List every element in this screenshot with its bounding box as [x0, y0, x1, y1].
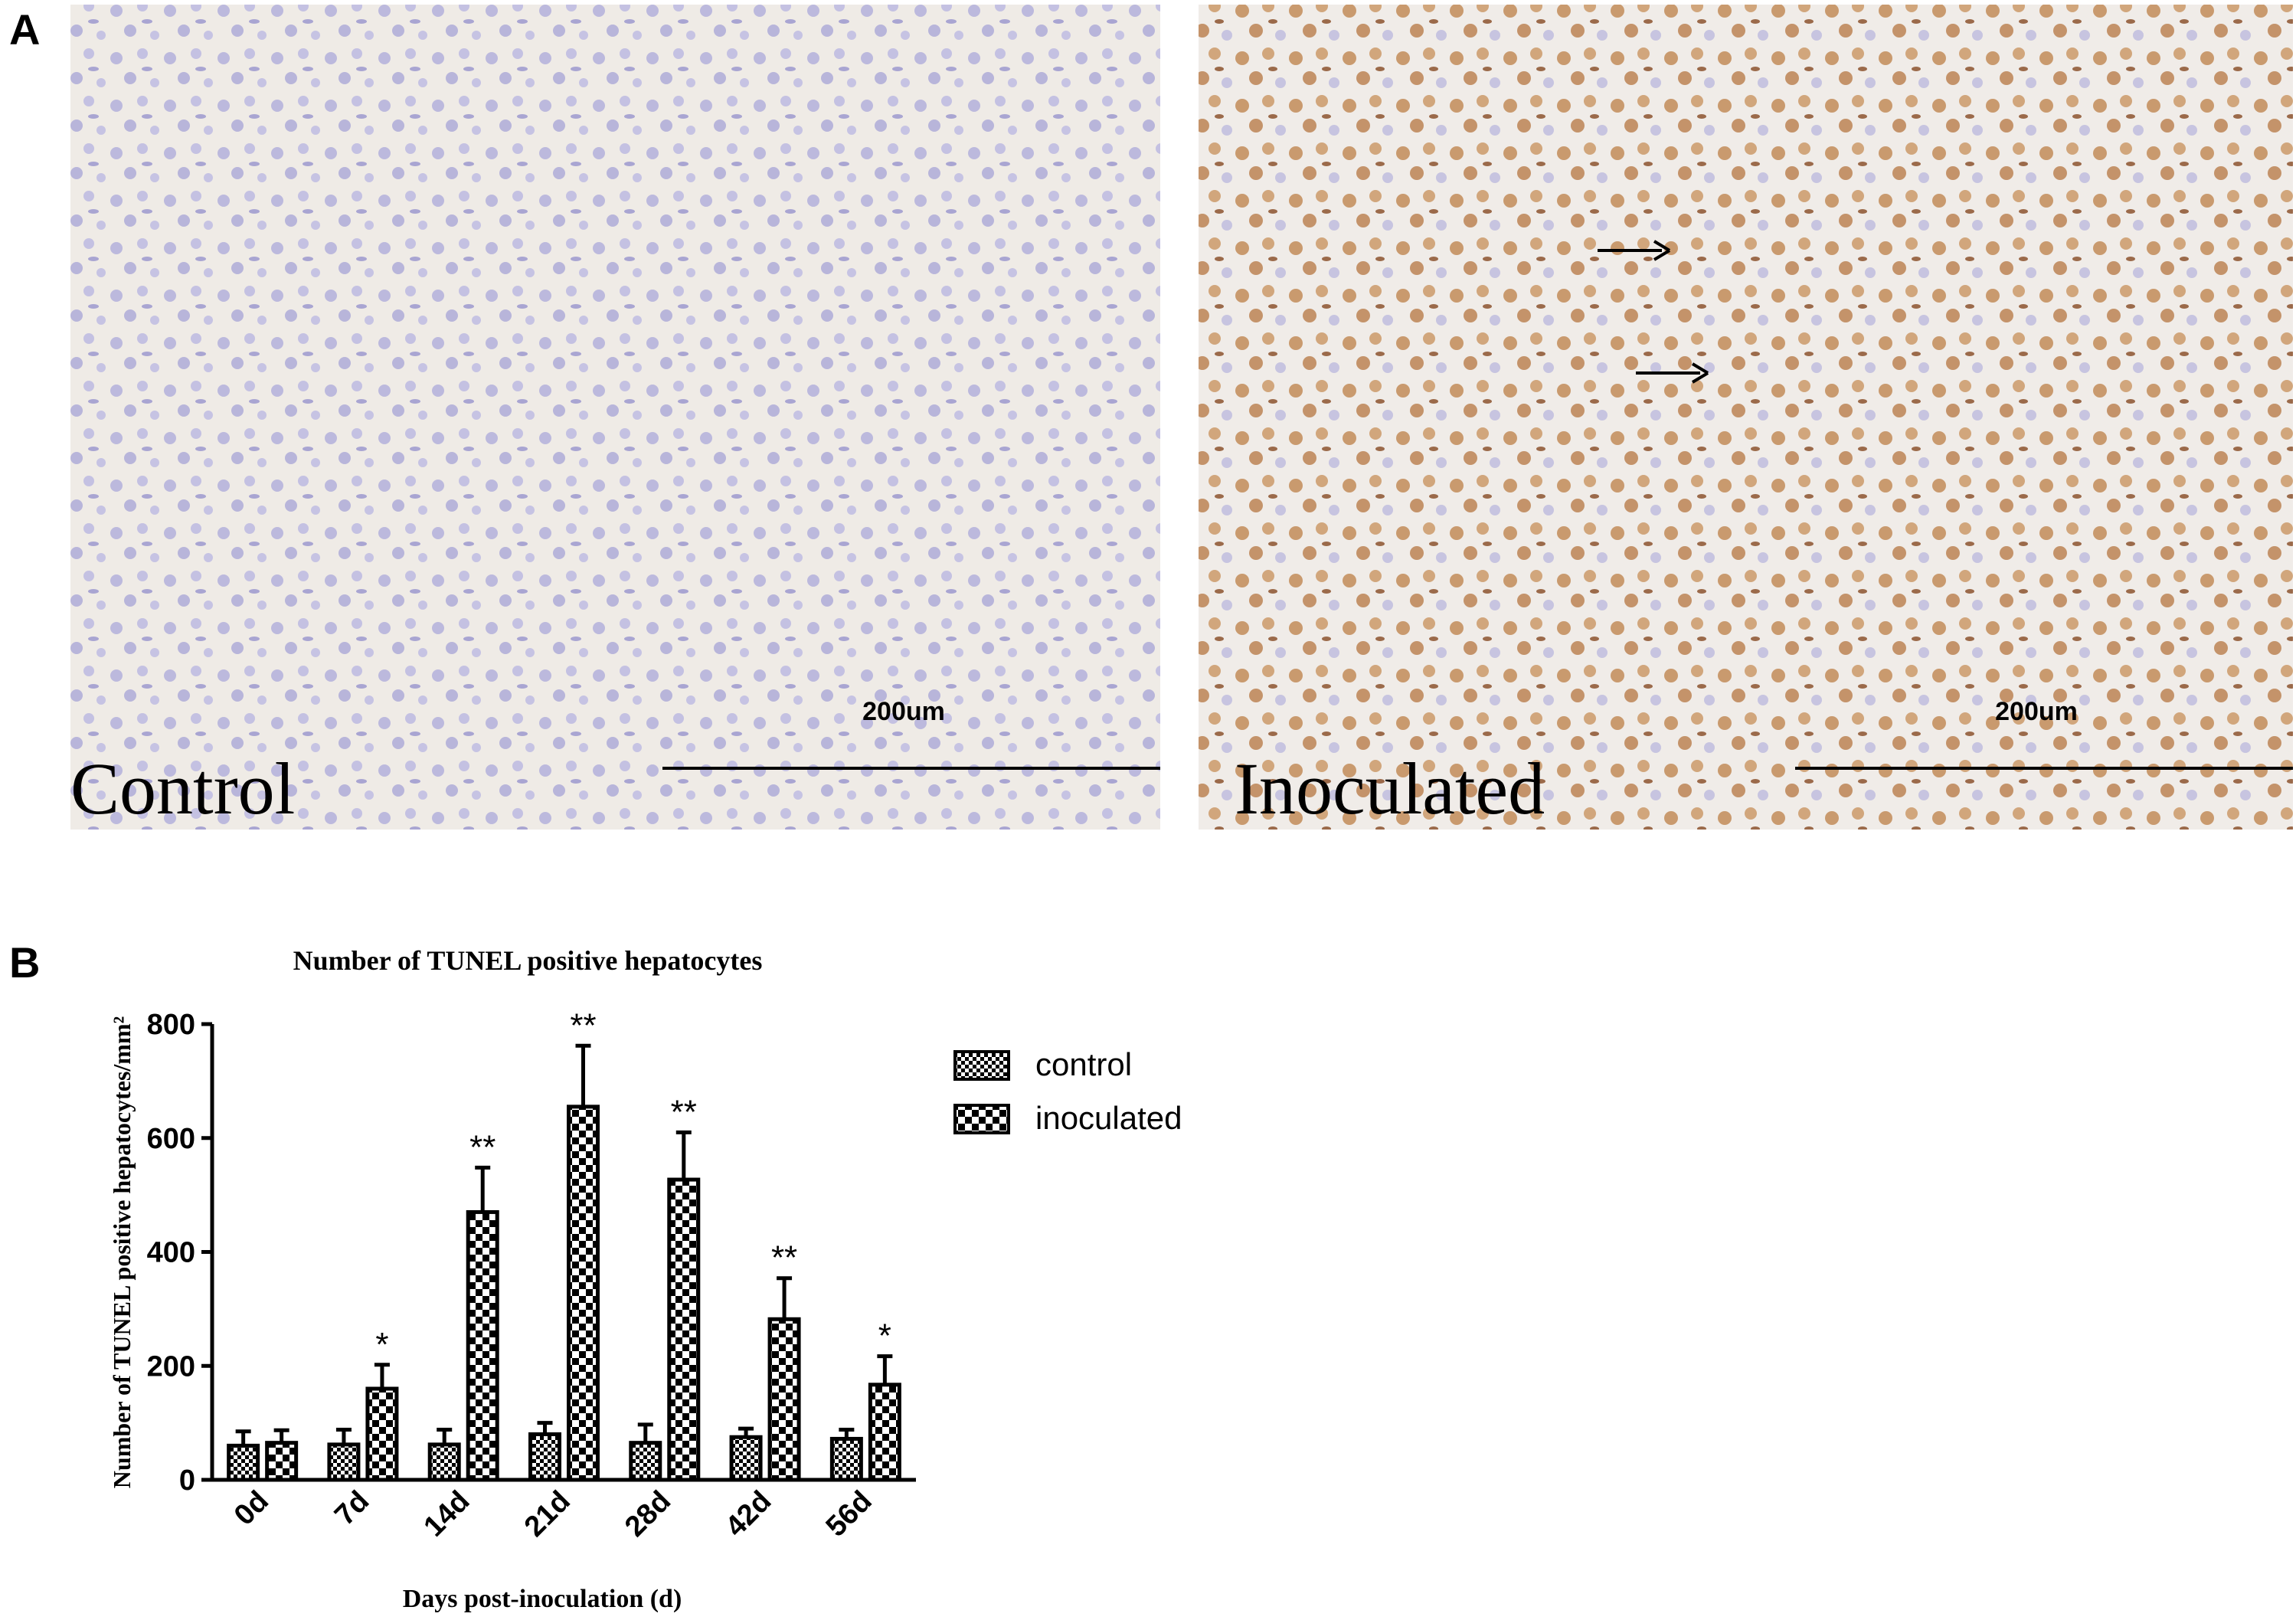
bar: [567, 1105, 600, 1482]
scale-label: 200um: [1995, 697, 2078, 726]
bar: [466, 1209, 499, 1482]
legend-label: control: [1035, 1046, 1132, 1082]
chart-title: Number of TUNEL positive hepatocytes: [293, 945, 763, 976]
significance-label: **: [570, 1006, 596, 1044]
x-tick-label: 7d: [329, 1485, 375, 1532]
arrows: [1598, 240, 1709, 384]
micrograph: [70, 5, 1160, 830]
x-tick-label: 21d: [518, 1485, 577, 1543]
bar: [227, 1443, 260, 1482]
legend-label: inoculated: [1035, 1100, 1182, 1136]
bar: [427, 1442, 461, 1482]
bar: [365, 1386, 399, 1482]
legend-swatch: [953, 1104, 1010, 1134]
x-tick-label: 14d: [418, 1485, 476, 1543]
y-tick-label: 600: [147, 1123, 195, 1155]
y-tick-label: 200: [147, 1350, 195, 1383]
bar: [767, 1317, 801, 1482]
significance-label: **: [771, 1239, 797, 1277]
panel-label: B: [9, 938, 40, 987]
y-axis-label: Number of TUNEL positive hepatocytes/mm²: [108, 1016, 136, 1488]
bar: [729, 1435, 763, 1482]
micrograph: [1199, 5, 2293, 830]
scale-label: 200um: [862, 697, 945, 726]
bar: [327, 1442, 361, 1482]
significance-label: **: [671, 1093, 697, 1131]
legend-swatch: [953, 1050, 1010, 1081]
bar: [667, 1177, 701, 1482]
x-tick-label: 28d: [619, 1485, 677, 1543]
x-tick-label: 42d: [719, 1485, 777, 1543]
bar: [528, 1432, 561, 1482]
image-caption: Control: [70, 748, 295, 830]
significance-label: **: [469, 1128, 496, 1166]
bar: [265, 1441, 299, 1482]
image-caption: Inoculated: [1235, 748, 1545, 830]
bar: [629, 1441, 662, 1482]
y-tick-label: 800: [147, 1009, 195, 1041]
significance-label: *: [878, 1317, 891, 1355]
x-axis-label: Days post-inoculation (d): [403, 1585, 682, 1613]
bar: [868, 1383, 901, 1482]
bar: [829, 1436, 863, 1482]
x-tick-label: 56d: [820, 1485, 878, 1543]
y-tick-label: 400: [147, 1237, 195, 1269]
y-tick-label: 0: [179, 1465, 195, 1497]
panel-label: A: [9, 5, 40, 54]
significance-label: *: [375, 1326, 388, 1363]
x-tick-label: 0d: [228, 1485, 275, 1532]
